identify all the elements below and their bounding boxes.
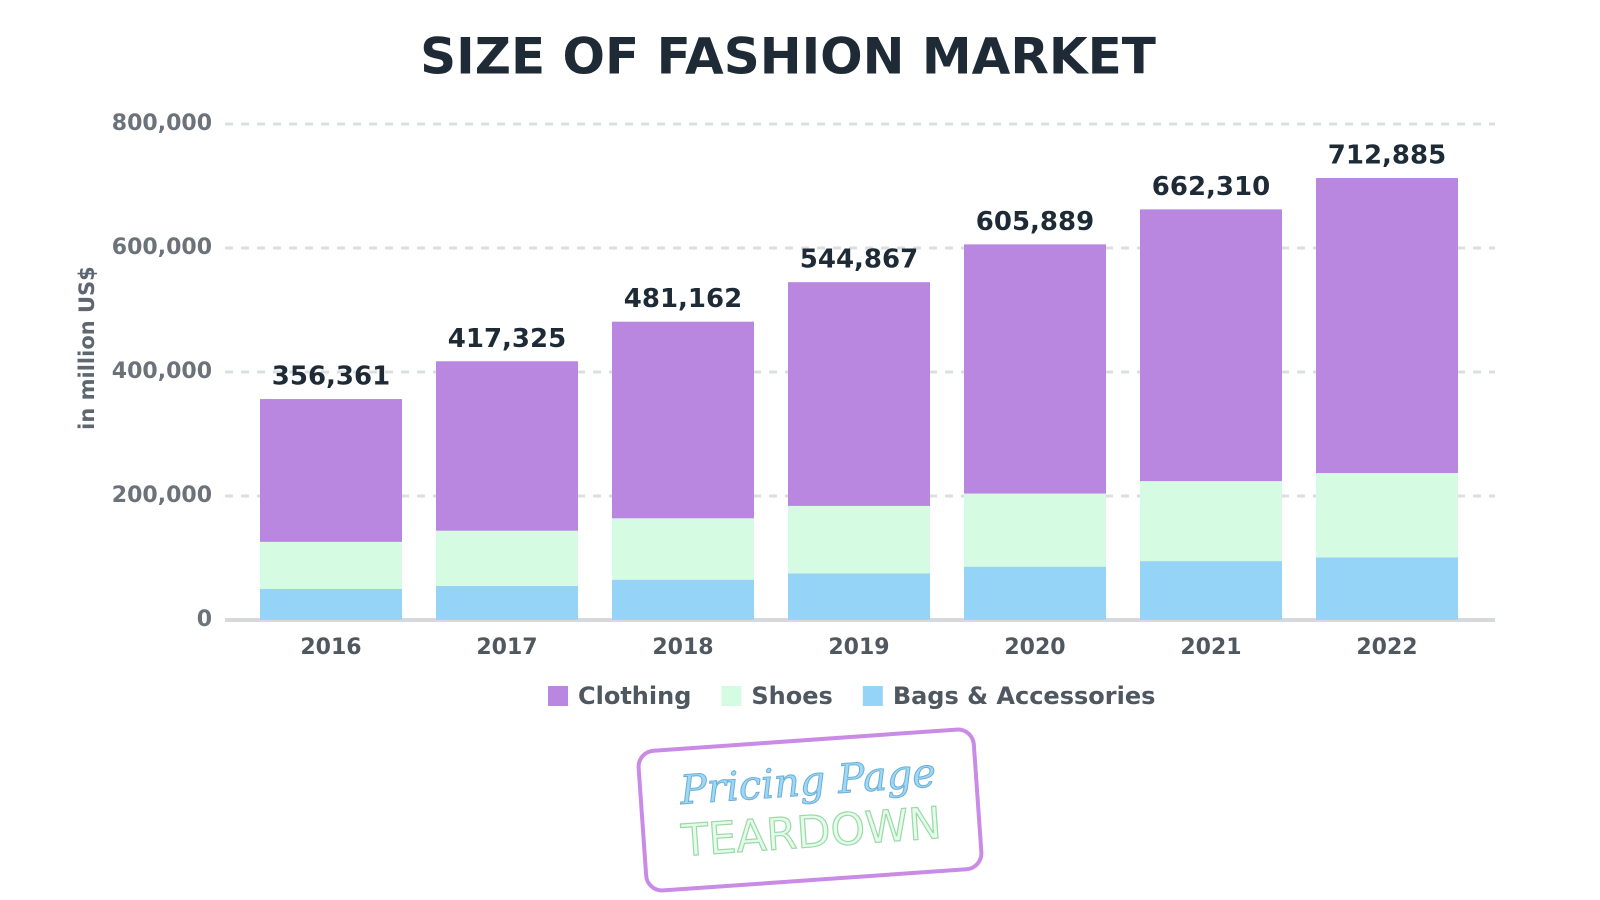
- total-label: 356,361: [272, 362, 390, 392]
- total-label: 544,867: [800, 245, 918, 275]
- logo: Pricing Page TEARDOWN: [636, 727, 984, 893]
- bar-segment: [788, 505, 930, 574]
- legend-swatch: [548, 686, 568, 706]
- bar-segment: [1140, 209, 1282, 482]
- bar-segment: [1316, 473, 1458, 558]
- total-label: 481,162: [624, 284, 742, 314]
- legend-label: Shoes: [751, 682, 832, 710]
- bar-segment: [612, 579, 754, 620]
- bar-segment: [612, 518, 754, 580]
- total-label: 417,325: [448, 324, 566, 354]
- x-tick-label: 2019: [828, 635, 889, 660]
- y-tick-label: 0: [197, 607, 212, 632]
- bar-segment: [436, 361, 578, 531]
- bar-segment: [612, 321, 754, 519]
- x-tick-label: 2017: [476, 635, 537, 660]
- legend-label: Bags & Accessories: [893, 682, 1156, 710]
- y-tick-label: 800,000: [112, 111, 212, 136]
- bar-segment: [1316, 557, 1458, 620]
- bar-segment: [1316, 178, 1458, 474]
- x-tick-label: 2022: [1356, 635, 1417, 660]
- x-tick-label: 2020: [1004, 635, 1065, 660]
- bar-segment: [788, 573, 930, 620]
- logo-frame: [636, 727, 984, 893]
- y-tick-label: 400,000: [112, 359, 212, 384]
- bar-segment: [260, 541, 402, 589]
- bar-segment: [436, 585, 578, 620]
- x-tick-label: 2018: [652, 635, 713, 660]
- legend-label: Clothing: [578, 682, 691, 710]
- bar-segment: [436, 530, 578, 586]
- bar-segment: [964, 493, 1106, 567]
- legend-swatch: [721, 686, 742, 706]
- bar-segment: [1140, 481, 1282, 562]
- x-tick-label: 2021: [1180, 635, 1241, 660]
- bar-segment: [1140, 561, 1282, 620]
- total-label: 605,889: [976, 207, 1094, 237]
- bar-segment: [964, 566, 1106, 620]
- bar-segment: [260, 399, 402, 542]
- bar-segment: [964, 244, 1106, 494]
- bar-segment: [788, 282, 930, 506]
- bar-segment: [260, 589, 402, 620]
- total-label: 662,310: [1152, 172, 1270, 202]
- y-tick-label: 200,000: [112, 483, 212, 508]
- y-tick-label: 600,000: [112, 235, 212, 260]
- legend-swatch: [862, 686, 883, 706]
- x-tick-label: 2016: [300, 635, 361, 660]
- total-label: 712,885: [1328, 141, 1446, 171]
- y-axis-label: in million US$: [75, 266, 99, 430]
- chart-title: SIZE OF FASHION MARKET: [420, 28, 1156, 86]
